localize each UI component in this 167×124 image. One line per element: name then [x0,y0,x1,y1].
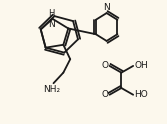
Text: NH₂: NH₂ [43,85,60,94]
Text: HO: HO [134,90,148,99]
Text: H: H [48,9,55,18]
Text: O: O [102,90,109,99]
Text: N: N [103,3,110,12]
Text: OH: OH [134,61,148,70]
Text: N: N [48,20,55,29]
Text: O: O [102,61,109,70]
